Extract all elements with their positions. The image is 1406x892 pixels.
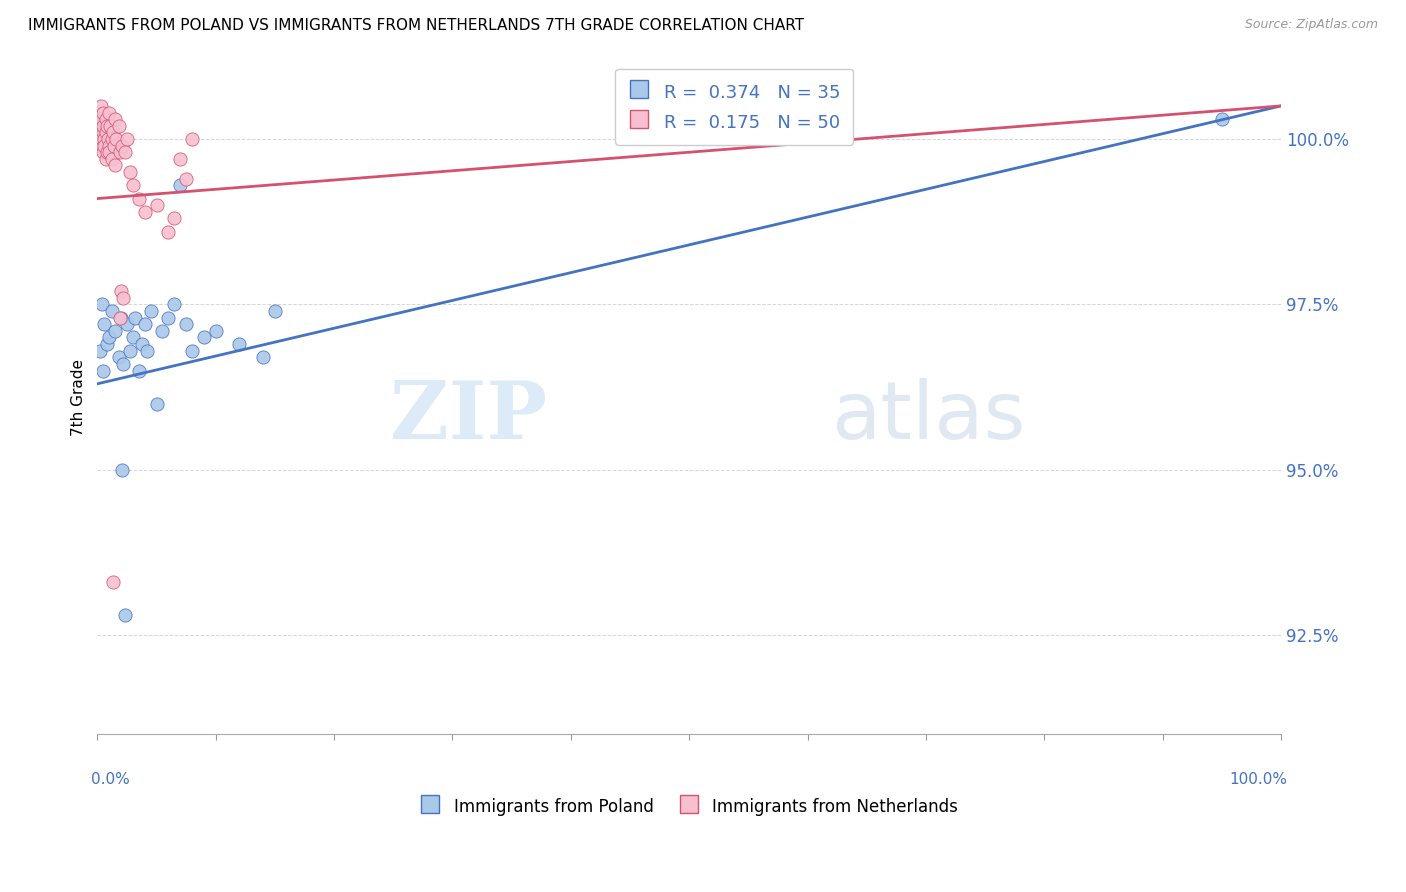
Point (89, 343, 111, 358)
Point (124, 310, 146, 325)
Point (174, 171, 197, 186)
Point (107, 351, 129, 365)
Point (1211, 112, 1233, 127)
Point (96, 119, 118, 133)
Point (181, 343, 204, 358)
Point (98, 145, 121, 160)
Point (96, 337, 118, 351)
Point (104, 158, 127, 172)
Point (98, 119, 121, 133)
Point (110, 310, 132, 325)
Point (157, 225, 180, 239)
Point (136, 343, 159, 358)
Point (97, 132, 120, 146)
Point (104, 324, 127, 338)
Text: atlas: atlas (831, 378, 1025, 457)
Point (87, 112, 110, 127)
Point (91, 363, 114, 377)
Point (108, 310, 131, 325)
Point (157, 310, 180, 325)
Point (131, 337, 153, 351)
Point (104, 112, 127, 127)
Point (91, 145, 114, 160)
Point (90, 99, 112, 113)
Text: 0.0%: 0.0% (91, 772, 131, 787)
Point (121, 178, 143, 193)
Point (94, 152, 117, 166)
Point (91, 297, 114, 311)
Text: Source: ZipAtlas.com: Source: ZipAtlas.com (1244, 18, 1378, 31)
Point (174, 318, 197, 332)
Point (98, 330, 121, 344)
Point (91, 105, 114, 120)
Point (145, 198, 167, 212)
Point (204, 324, 226, 338)
Point (112, 291, 135, 305)
Point (91, 112, 114, 127)
Point (121, 330, 143, 344)
Point (115, 132, 138, 146)
Point (169, 178, 191, 193)
Point (93, 318, 115, 332)
Point (112, 357, 135, 371)
Point (93, 132, 115, 146)
Point (89, 138, 111, 153)
Point (101, 575, 124, 590)
Point (100, 152, 122, 166)
Point (100, 132, 122, 146)
Point (134, 318, 156, 332)
Point (98, 105, 121, 120)
Point (91, 132, 114, 146)
Text: 100.0%: 100.0% (1229, 772, 1286, 787)
Legend: Immigrants from Poland, Immigrants from Netherlands: Immigrants from Poland, Immigrants from … (413, 790, 965, 822)
Point (163, 297, 186, 311)
Point (114, 145, 136, 160)
Point (91, 125, 114, 139)
Point (128, 192, 150, 206)
Point (252, 351, 274, 365)
Point (90, 119, 112, 133)
Point (134, 204, 156, 219)
Point (96, 145, 118, 160)
Point (193, 330, 215, 344)
Point (101, 125, 124, 139)
Point (111, 463, 134, 477)
Text: IMMIGRANTS FROM POLAND VS IMMIGRANTS FROM NETHERLANDS 7TH GRADE CORRELATION CHAR: IMMIGRANTS FROM POLAND VS IMMIGRANTS FRO… (28, 18, 804, 33)
Point (139, 304, 162, 318)
Point (103, 138, 125, 153)
Point (89, 105, 111, 120)
Point (98, 138, 121, 153)
Point (100, 304, 122, 318)
Point (107, 119, 129, 133)
Point (115, 318, 138, 332)
Text: ZIP: ZIP (389, 378, 547, 457)
Point (110, 284, 132, 298)
Point (91, 119, 114, 133)
Point (145, 397, 167, 411)
Point (114, 608, 136, 623)
Point (181, 132, 204, 146)
Point (128, 363, 150, 377)
Point (111, 138, 134, 153)
Point (120, 165, 142, 179)
Point (108, 145, 131, 160)
Y-axis label: 7th Grade: 7th Grade (72, 359, 86, 435)
Point (228, 337, 250, 351)
Point (163, 211, 186, 226)
Point (93, 138, 115, 153)
Point (94, 112, 117, 127)
Point (90, 125, 112, 139)
Point (169, 152, 191, 166)
Point (94, 125, 117, 139)
Point (105, 132, 128, 146)
Point (264, 304, 287, 318)
Point (120, 343, 142, 358)
Point (152, 324, 174, 338)
